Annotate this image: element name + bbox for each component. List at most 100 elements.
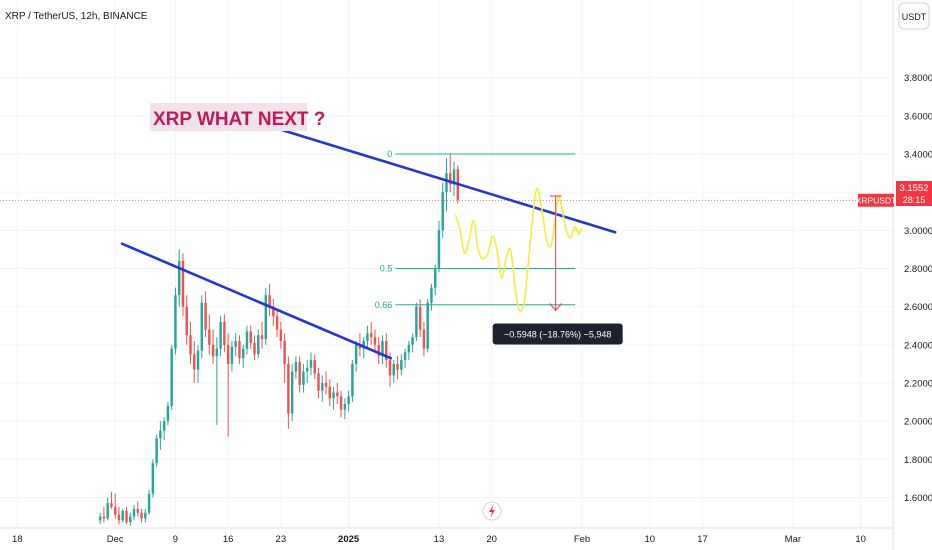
candle-body[interactable] [230, 346, 234, 364]
candle-body[interactable] [151, 463, 155, 494]
candle-body[interactable] [321, 382, 324, 391]
descending-resistance-upper[interactable] [228, 112, 617, 234]
candle-body[interactable] [302, 371, 305, 385]
candle-body[interactable] [411, 337, 414, 345]
candle-body[interactable] [385, 341, 388, 361]
candle-body[interactable] [298, 362, 301, 385]
candle-body[interactable] [354, 344, 358, 364]
candle-body[interactable] [283, 341, 286, 364]
price-axis[interactable] [893, 0, 932, 550]
candle-body[interactable] [204, 302, 207, 330]
candle-body[interactable] [369, 333, 373, 338]
candle-body[interactable] [426, 302, 429, 349]
candle-body[interactable] [166, 405, 170, 422]
candlestick-series[interactable] [98, 154, 460, 527]
candle-body[interactable] [294, 362, 298, 372]
descending-resistance-lower[interactable] [120, 242, 393, 360]
candle-body[interactable] [373, 337, 377, 345]
candle-body[interactable] [268, 295, 271, 307]
candle-body[interactable] [144, 512, 147, 519]
candle-body[interactable] [234, 341, 237, 347]
candle-body[interactable] [159, 430, 162, 439]
candle-body[interactable] [362, 341, 365, 349]
candle-body[interactable] [140, 512, 143, 519]
candle-body[interactable] [449, 173, 452, 185]
candle-body[interactable] [132, 508, 136, 517]
candle-body[interactable] [407, 344, 411, 353]
candle-body[interactable] [309, 360, 313, 368]
candle-body[interactable] [445, 173, 448, 193]
fib-retracement[interactable]: 0 0.5 0.66 [375, 149, 576, 310]
candle-body[interactable] [257, 335, 260, 355]
candle-body[interactable] [403, 352, 407, 361]
projection-path[interactable] [454, 187, 583, 313]
candle-body[interactable] [185, 306, 188, 336]
candle-body[interactable] [430, 287, 433, 303]
candle-body[interactable] [415, 306, 418, 338]
candle-body[interactable] [117, 514, 121, 521]
candle-body[interactable] [377, 344, 380, 357]
candle-body[interactable] [279, 329, 283, 342]
candle-body[interactable] [113, 507, 117, 515]
candle-body[interactable] [200, 302, 204, 351]
candle-body[interactable] [305, 367, 309, 372]
candle-body[interactable] [290, 371, 294, 414]
candle-body[interactable] [328, 386, 332, 399]
candle-body[interactable] [125, 510, 128, 523]
price-range-measure[interactable]: −0.5948 (−18.76%) −5,948 [492, 195, 623, 345]
candle-body[interactable] [336, 392, 339, 397]
candle-body[interactable] [388, 360, 392, 376]
candle-body[interactable] [102, 516, 106, 519]
candle-body[interactable] [177, 260, 181, 296]
candle-body[interactable] [317, 373, 320, 391]
candle-body[interactable] [249, 331, 252, 343]
candle-body[interactable] [433, 268, 437, 288]
candle-body[interactable] [129, 516, 132, 523]
candle-body[interactable] [181, 260, 185, 307]
candle-body[interactable] [264, 295, 268, 340]
candle-body[interactable] [223, 321, 226, 345]
candle-body[interactable] [347, 396, 350, 404]
candle-body[interactable] [339, 396, 343, 410]
candle-body[interactable] [381, 341, 384, 357]
candle-body[interactable] [366, 333, 369, 342]
candle-body[interactable] [351, 363, 354, 397]
candle-body[interactable] [174, 295, 177, 349]
candle-body[interactable] [272, 306, 275, 317]
candle-body[interactable] [162, 421, 166, 431]
candle-body[interactable] [287, 363, 290, 414]
candle-body[interactable] [332, 392, 335, 399]
trendlines[interactable] [120, 112, 617, 360]
candle-body[interactable] [324, 382, 328, 387]
candle-body[interactable] [155, 438, 158, 464]
candle-body[interactable] [260, 335, 264, 340]
candle-body[interactable] [343, 403, 347, 410]
candle-body[interactable] [441, 192, 444, 231]
candle-body[interactable] [226, 344, 230, 364]
candle-body[interactable] [313, 360, 316, 374]
candle-body[interactable] [211, 344, 215, 357]
candle-body[interactable] [189, 335, 192, 355]
candle-body[interactable] [147, 493, 151, 513]
candle-body[interactable] [437, 230, 441, 269]
candle-body[interactable] [253, 342, 256, 355]
candle-body[interactable] [106, 503, 109, 519]
candle-body[interactable] [238, 341, 241, 359]
candle-body[interactable] [98, 516, 102, 521]
candle-body[interactable] [215, 348, 219, 357]
currency-button[interactable] [898, 2, 930, 30]
candle-body[interactable] [121, 510, 124, 521]
candle-body[interactable] [400, 360, 403, 370]
candle-body[interactable] [422, 329, 426, 349]
annotation-box[interactable] [150, 103, 307, 131]
candle-body[interactable] [396, 363, 399, 370]
candle-body[interactable] [358, 344, 362, 349]
candle-body[interactable] [219, 321, 222, 349]
candle-body[interactable] [196, 350, 200, 370]
candle-body[interactable] [241, 348, 245, 359]
candle-body[interactable] [275, 316, 279, 330]
candle-body[interactable] [392, 363, 396, 376]
candle-body[interactable] [245, 331, 249, 349]
candle-body[interactable] [193, 354, 196, 370]
